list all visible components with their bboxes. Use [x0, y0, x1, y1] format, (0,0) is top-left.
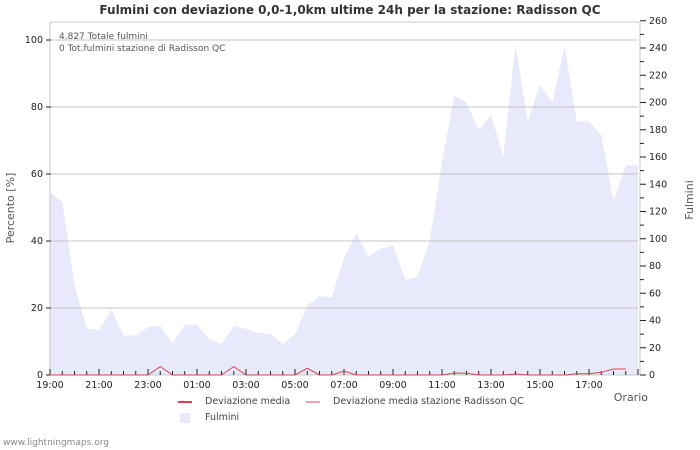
y-tick-label: 20: [31, 303, 43, 314]
y-tick-label: 100: [25, 35, 43, 46]
x-tick-label: 09:00: [379, 380, 406, 391]
legend-label: Fulmini: [205, 412, 240, 423]
x-tick-label: 11:00: [428, 380, 455, 391]
legend-label: Deviazione media: [205, 396, 291, 407]
y2-tick-label: 100: [649, 234, 667, 245]
legend-item-deviazione-media: Deviazione media: [178, 396, 290, 407]
y2-axis-title: Fulmini: [683, 180, 696, 220]
y-axis-title: Percento [%]: [4, 173, 17, 244]
y2-tick-label: 160: [649, 152, 667, 163]
deviazione-media-line: [50, 365, 626, 376]
fulmini-area: [50, 43, 638, 376]
x-tick-label: 19:00: [36, 380, 63, 391]
legend-area-icon: [180, 412, 190, 423]
y2-tick-label: 0: [649, 370, 655, 381]
legend-item-deviazione-stazione: Deviazione media stazione Radisson QC: [306, 396, 524, 407]
x-tick-label: 03:00: [232, 380, 259, 391]
y2-tick-label: 40: [649, 316, 661, 327]
y-tick-label: 80: [31, 102, 43, 113]
x-tick-label: 21:00: [85, 380, 112, 391]
x-tick-label: 01:00: [183, 380, 210, 391]
x-tick-label: 15:00: [526, 380, 553, 391]
y2-tick-label: 140: [649, 179, 667, 190]
legend-line-icon: [306, 400, 320, 403]
legend-item-fulmini: Fulmini: [178, 412, 239, 423]
x-axis-title: Orario: [614, 391, 649, 404]
y2-tick-label: 120: [649, 207, 667, 218]
y2-tick-label: 60: [649, 288, 661, 299]
x-tick-label: 13:00: [477, 380, 504, 391]
y-tick-label: 0: [37, 370, 43, 381]
y2-tick-label: 180: [649, 125, 667, 136]
y2-tick-label: 200: [649, 98, 667, 109]
x-tick-label: 07:00: [330, 380, 357, 391]
y-tick-label: 40: [31, 236, 43, 247]
legend-line-icon: [178, 400, 192, 403]
y-tick-label: 60: [31, 169, 43, 180]
x-tick-label: 05:00: [281, 380, 308, 391]
footer-link[interactable]: www.lightningmaps.org: [3, 438, 109, 448]
y2-tick-label: 260: [649, 16, 667, 27]
x-tick-label: 17:00: [575, 380, 602, 391]
annotation-total-strikes: 4.827 Totale fulmini: [59, 32, 148, 42]
y2-tick-label: 20: [649, 343, 661, 354]
y2-tick-label: 80: [649, 261, 661, 272]
y2-tick-label: 240: [649, 43, 667, 54]
annotation-station-strikes: 0 Tot.fulmini stazione di Radisson QC: [59, 44, 225, 54]
y2-tick-label: 220: [649, 70, 667, 81]
legend-label: Deviazione media stazione Radisson QC: [333, 396, 524, 407]
chart-title: Fulmini con deviazione 0,0-1,0km ultime …: [99, 3, 601, 17]
x-tick-label: 23:00: [134, 380, 161, 391]
